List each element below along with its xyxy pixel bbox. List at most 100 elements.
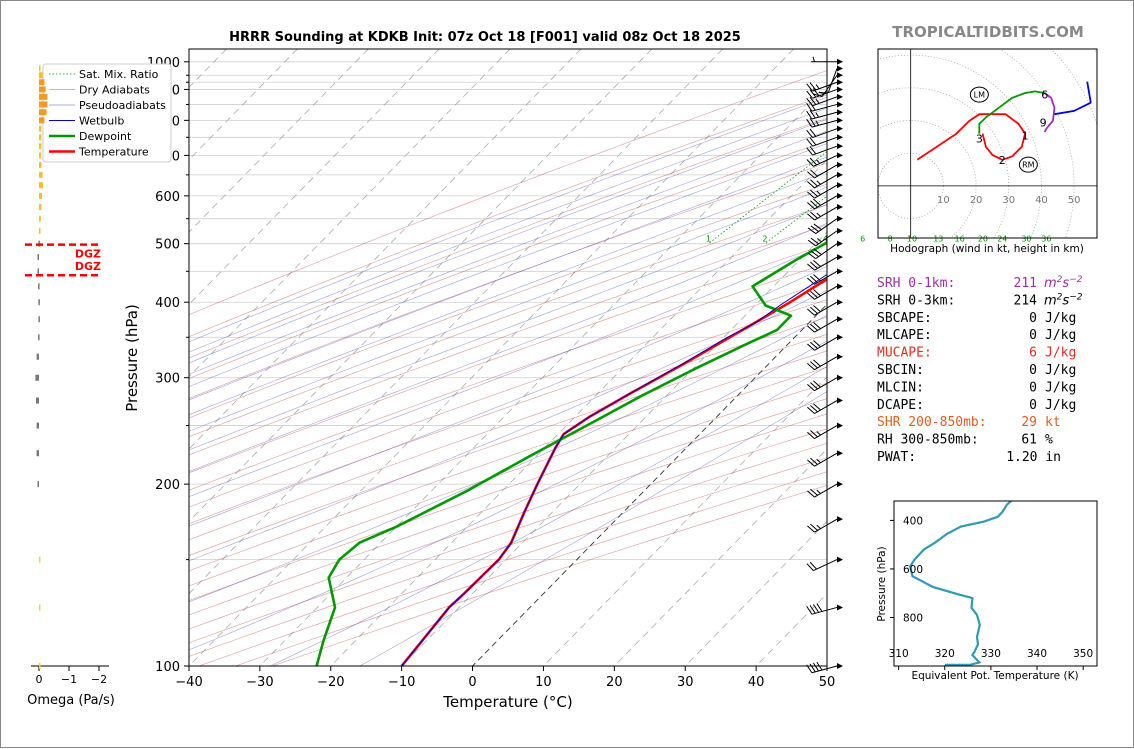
legend-label: Temperature (78, 146, 149, 159)
barb-base (837, 72, 843, 78)
omega-bar (37, 450, 39, 456)
dewpoint-line (317, 62, 1134, 666)
barb-base (837, 398, 843, 404)
hodograph-label: LM (974, 91, 985, 100)
dry-adiabat-line (16, 49, 1134, 666)
barb-half (817, 213, 821, 217)
isotherm-line (473, 49, 1078, 666)
index-unit: m2s−2 (1044, 292, 1083, 308)
omega-bar (39, 204, 41, 210)
mixing-ratio-line (765, 49, 1021, 244)
index-label: SBCIN: (877, 363, 924, 378)
dry-adiabat-line (52, 49, 1134, 666)
barb-base (837, 152, 843, 158)
mixing-ratio-line (1046, 49, 1134, 244)
wind-barb (807, 604, 843, 615)
hodograph-trace (917, 114, 1025, 160)
ytick-label: 600 (155, 190, 180, 205)
omega-bar (39, 152, 41, 158)
legend-label: Dewpoint (79, 130, 132, 143)
omega-bar (39, 172, 43, 178)
theta-e-xtick-label: 320 (935, 648, 955, 660)
omega-bar (39, 182, 43, 188)
barb-half (813, 57, 815, 62)
index-unit: m2s−2 (1044, 275, 1083, 291)
index-value: 211 (1014, 276, 1037, 291)
dgz-label: DGZ (75, 248, 101, 261)
barb-staff (813, 137, 837, 146)
omega-bar (39, 117, 44, 123)
mixing-ratio-label: 2 (762, 235, 767, 244)
mixing-ratio-label: 6 (860, 235, 865, 244)
mixing-ratio-label: 1 (706, 235, 711, 244)
ytick-label: 100 (155, 660, 180, 675)
hodograph-ring-label: 40 (1035, 195, 1048, 206)
dgz-label: DGZ (75, 260, 101, 273)
barb-base (837, 101, 843, 107)
theta-e-ytick-label: 400 (903, 515, 923, 527)
hodograph-ring-label: 50 (1068, 195, 1081, 206)
theta-e-line (910, 501, 1012, 665)
index-value: 0 (1029, 380, 1037, 395)
omega-bar (39, 162, 41, 168)
ytick-label: 200 (155, 478, 180, 493)
mixing-ratio-line (825, 49, 1086, 244)
index-value: 0 (1029, 311, 1037, 326)
barb-staff (813, 89, 837, 98)
barb-base (837, 354, 843, 360)
barb-base (837, 94, 843, 100)
barb-staff (812, 104, 837, 111)
barb-base (837, 334, 843, 340)
omega-bar (38, 316, 40, 322)
watermark: TROPICALTIDBITS.COM (892, 23, 1084, 41)
ytick-label: 400 (155, 296, 180, 311)
xtick-label: 0 (468, 675, 476, 690)
mixing-ratio-line (863, 49, 1127, 244)
omega-bar (39, 143, 41, 149)
barb-staff (814, 165, 837, 178)
omega-bar (38, 481, 40, 487)
barb-base (837, 423, 843, 429)
wind-barbs (807, 57, 843, 673)
omega-bar (39, 134, 41, 140)
mixing-ratio-line (938, 49, 1134, 244)
index-value: 214 (1014, 293, 1038, 308)
index-unit: J/kg (1045, 328, 1076, 343)
isotherm-line (331, 49, 936, 666)
xtick-label: −30 (246, 675, 273, 690)
barb-base (837, 216, 843, 222)
barb-base (837, 228, 843, 234)
index-unit: J/kg (1045, 346, 1076, 361)
omega-bar (39, 193, 42, 199)
index-label: SHR 200-850mb: (877, 415, 987, 430)
hodograph-ring-label: 30 (1002, 195, 1015, 206)
legend-label: Wetbulb (79, 115, 124, 128)
mixing-ratio-line (1026, 49, 1134, 244)
omega-bar (38, 299, 40, 305)
index-unit: kt (1045, 415, 1061, 430)
index-label: SBCAPE: (877, 311, 932, 326)
index-value: 0 (1029, 398, 1037, 413)
isotherm-line (260, 49, 865, 666)
barb-base (837, 65, 843, 71)
omega-bar (39, 126, 41, 132)
dry-adiabat-line (199, 49, 1134, 666)
barb-base (837, 516, 843, 522)
barb-base (837, 109, 843, 115)
index-unit: J/kg (1045, 380, 1076, 395)
ytick-label: 300 (155, 372, 180, 387)
omega-bar (39, 86, 46, 92)
barb-staff (822, 75, 837, 96)
omega-bar (35, 375, 39, 381)
theta-e-xtick-label: 340 (1027, 648, 1047, 660)
skewt-profiles (317, 62, 1134, 666)
mixing-ratio-line (983, 49, 1134, 244)
xtick-label: 10 (535, 675, 552, 690)
barb-base (837, 604, 843, 610)
